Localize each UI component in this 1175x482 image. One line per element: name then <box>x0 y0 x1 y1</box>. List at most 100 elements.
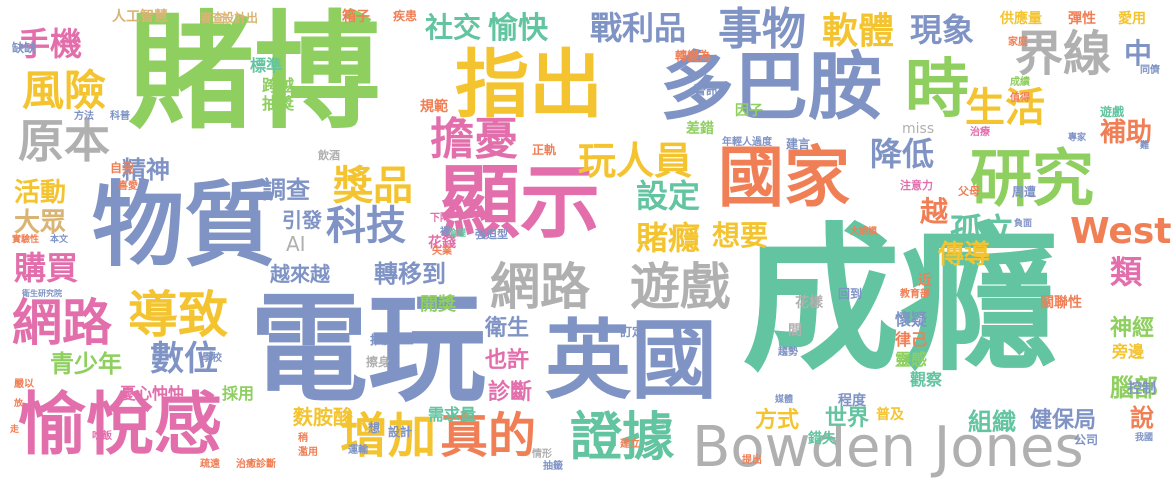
word-fengxian: 風險 <box>22 66 107 115</box>
word-zhuanyidao: 轉移到 <box>374 260 446 288</box>
word-yinzi: 因子 <box>735 103 763 119</box>
word-jianbaoju: 健保局 <box>1030 408 1097 433</box>
word-guli: 孤立 <box>950 211 1015 249</box>
word-youxi-small: 遊戲 <box>1100 105 1125 119</box>
word-qingshaonian: 青少年 <box>50 350 122 378</box>
word-jiexian: 界線 <box>1015 26 1112 82</box>
word-tongchou: 同儕 <box>1140 65 1160 76</box>
word-wanrenyuan: 玩人員 <box>578 139 693 183</box>
word-yunshu: 運輸 <box>348 445 368 456</box>
word-xiajiang: 下降 <box>430 213 450 224</box>
word-zhende: 真的 <box>440 408 537 464</box>
word-yuelaiyue: 越來越 <box>270 262 330 286</box>
word-zhong: 中 <box>1124 37 1153 70</box>
word-yinfa: 引發 <box>282 208 322 232</box>
word-zou: 走 <box>10 425 20 435</box>
word-sheding: 設定 <box>636 177 701 215</box>
word-lunli: 倫理 <box>448 229 467 239</box>
word-ai: AI <box>286 232 306 256</box>
word-weisheng: 衛生 <box>485 316 530 341</box>
word-fumian: 負面 <box>1014 219 1033 229</box>
word-yanjiu: 研究 <box>970 142 1095 215</box>
word-wuzhi: 物質 <box>92 172 277 279</box>
word-diaocha: 調查 <box>262 176 310 204</box>
word-daozhi: 導致 <box>128 286 228 344</box>
word-zhide: 值得 <box>1010 93 1030 104</box>
word-youxinzhongzhong: 憂心忡忡 <box>120 384 185 403</box>
word-nianqingren: 年輕人過度 <box>722 137 772 148</box>
word-lanyong: 濫用 <box>298 447 318 458</box>
word-jiangdi: 降低 <box>870 135 935 173</box>
word-guojia: 國家 <box>718 139 850 216</box>
word-xiangzi: 箱子 <box>342 9 370 25</box>
word-aiyong: 愛用 <box>1118 11 1146 27</box>
word-huaiyi: 懷疑 <box>895 310 928 329</box>
word-yinjiu: 飲酒 <box>318 149 340 162</box>
word-yanyi: 嚴以 <box>14 379 34 390</box>
word-wanglu: 網路 <box>490 258 590 316</box>
word-caiyong: 採用 <box>222 384 255 403</box>
word-tichu: 提出 <box>742 455 762 466</box>
word-yexu: 也許 <box>485 348 530 373</box>
word-jin: 近 <box>918 273 932 289</box>
word-quequ: 缺缺 <box>12 41 37 55</box>
word-naobu: 腦部 <box>1110 374 1158 402</box>
word-zhuyili: 注意力 <box>900 179 933 192</box>
word-pangbian: 旁邊 <box>1112 342 1145 361</box>
word-chouqian-small: 抽籤 <box>543 461 563 472</box>
word-chouqian: 抽獎 <box>262 94 295 113</box>
word-jianli: 建立 <box>620 439 640 450</box>
word-jibing: 疾患 <box>393 9 418 23</box>
word-xianxiang: 現象 <box>910 11 975 49</box>
word-linggan: 靈感 <box>895 350 928 369</box>
word-tuiguang: 推廣 <box>370 333 395 347</box>
word-xuexiao: 學校 <box>202 353 222 364</box>
word-fumu: 父母 <box>958 185 980 198</box>
word-shedingchu: 設計出 <box>222 11 259 25</box>
word-chengyin: 成癮 <box>742 209 1058 393</box>
word-shi: 時 <box>905 53 969 127</box>
word-rengongzhihui: 人工智慧 <box>112 9 168 25</box>
word-zhenggui: 正軌 <box>532 143 557 157</box>
word-zengjia: 增加 <box>340 408 437 464</box>
word-kepu: 科普 <box>110 111 130 122</box>
word-guancha: 觀察 <box>910 370 943 389</box>
word-yue: 越 <box>920 195 949 228</box>
word-zhuanjia: 專家 <box>1068 133 1087 143</box>
word-ruanti: 軟體 <box>822 11 895 52</box>
word-fangshi: 方式 <box>755 408 800 433</box>
word-biaozhun: 標準 <box>250 56 283 75</box>
word-zhenduan: 診斷 <box>488 380 533 405</box>
word-daguimo: 大規模 <box>850 227 878 237</box>
word-keji: 科技 <box>326 203 406 249</box>
word-jianyan: 建言 <box>786 137 811 151</box>
word-shouji: 手機 <box>18 25 83 63</box>
word-shiyanxing: 實驗性 <box>12 235 40 245</box>
word-xuqiuliang: 需求量 <box>428 405 477 424</box>
word-zhanlipin: 戰利品 <box>590 9 687 47</box>
word-yingguo: 英國 <box>545 311 717 411</box>
word-shenjing: 神經 <box>1110 316 1155 341</box>
word-danyou: 擔憂 <box>430 114 518 165</box>
word-chaocuo: 差錯 <box>686 121 714 137</box>
word-youxi: 遊戲 <box>630 258 730 316</box>
word-xiangyao: 想要 <box>712 219 769 252</box>
word-jiangpin: 獎品 <box>333 163 413 209</box>
word-huaqian: 花錢 <box>428 235 456 251</box>
word-kongzhi: 控制 <box>1128 381 1156 397</box>
word-west: West <box>1070 211 1172 252</box>
word-gongsi: 公司 <box>1074 433 1099 447</box>
word-kaijiang: 開獎 <box>420 294 456 315</box>
word-meiti: 媒體 <box>775 395 794 405</box>
word-shuo: 說 <box>1130 404 1154 432</box>
word-jiating: 家庭 <box>1008 37 1028 48</box>
word-jingxun: 警訊 <box>694 83 719 97</box>
word-shiye: 失業 <box>432 246 452 257</box>
word-dubo: 賭博 <box>128 0 380 146</box>
word-yuyuegan: 愉悅感 <box>18 386 223 465</box>
word-duobaan: 多巴胺 <box>660 44 882 130</box>
word-weishengyanjiuyuan: 衛生研究院 <box>22 289 62 298</box>
word-cuoshi: 錯失 <box>808 431 836 447</box>
word-guanlianxing: 關聯性 <box>1040 295 1082 311</box>
